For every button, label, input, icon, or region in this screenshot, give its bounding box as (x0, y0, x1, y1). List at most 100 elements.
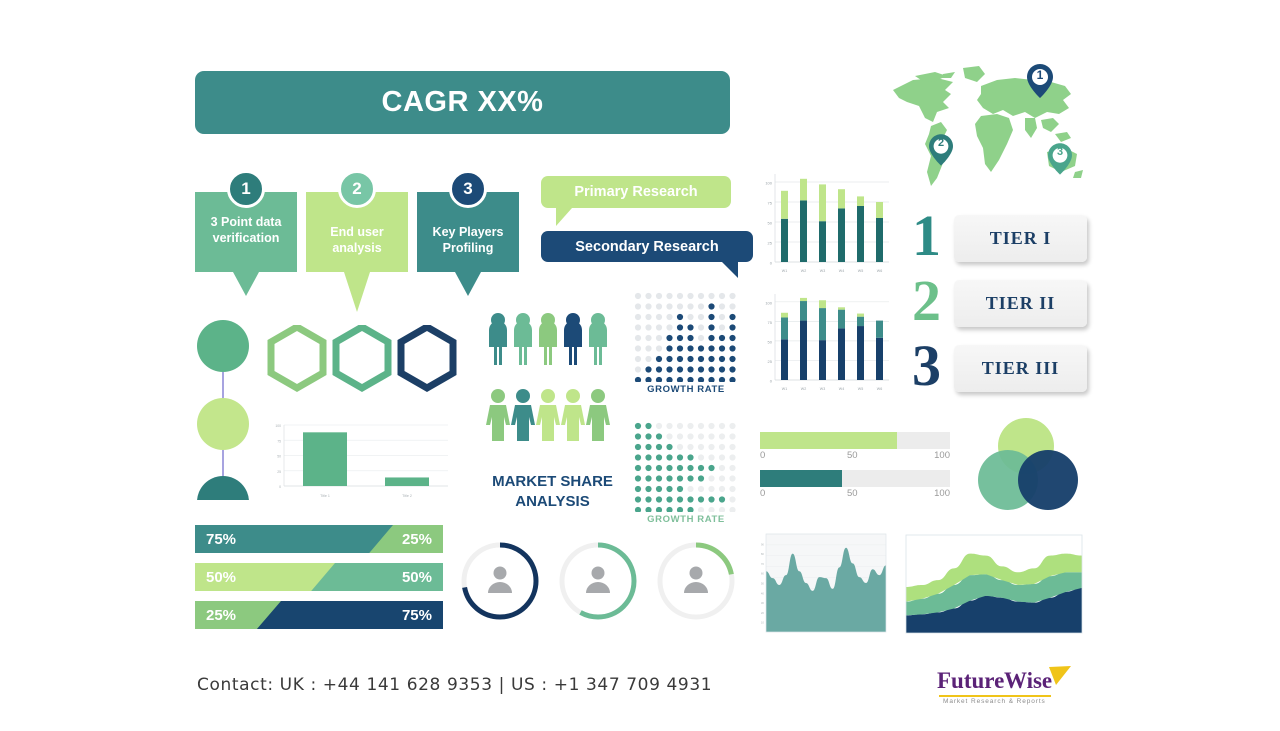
matrix-dot (634, 345, 642, 352)
y-tick-label: 40 (761, 591, 765, 595)
gauge-1: 0 50 100 (760, 432, 950, 464)
step-card-1: 1 3 Point data verification (195, 170, 297, 296)
matrix-dot (687, 496, 694, 503)
matrix-dot (666, 345, 673, 352)
y-tick-label: 0 (279, 485, 281, 489)
gauge-2-tick-50: 50 (847, 488, 858, 499)
step-badge-2-number: 2 (352, 179, 362, 198)
x-tick-label: W2 (801, 269, 806, 273)
bar-segment (819, 300, 826, 309)
percent-bar-row-2: 50% 50% (195, 563, 443, 591)
contact-line: Contact: UK : +44 141 628 9353 | US : +1… (197, 675, 713, 695)
matrix-dot (666, 475, 673, 482)
step-badge-3-number: 3 (463, 179, 473, 198)
matrix-dot (645, 443, 652, 451)
tier-row-1[interactable]: 1 TIER I (912, 207, 1087, 265)
x-tick-label: W4 (839, 269, 844, 273)
matrix-dot (697, 345, 705, 352)
tier-3-label: TIER III (981, 358, 1060, 378)
tier-3-plate: TIER III (954, 345, 1087, 392)
growth-rate-matrix-blue: GROWTH RATE (632, 290, 740, 400)
percent-bar-2-right-value: 50% (401, 568, 432, 586)
map-marker-1[interactable]: 1 (1027, 64, 1053, 103)
person-icon (514, 313, 532, 365)
gauge-1-fill (760, 432, 897, 449)
map-marker-2[interactable]: 2 (929, 134, 953, 171)
tier-row-2[interactable]: 2 TIER II (912, 272, 1087, 330)
matrix-dot (666, 485, 673, 493)
area-layer (906, 553, 1082, 602)
tier-row-3[interactable]: 3 TIER III (912, 337, 1087, 395)
matrix-dot (655, 366, 663, 373)
y-tick-label: 25 (768, 359, 773, 364)
x-tick-label: W5 (858, 269, 863, 273)
matrix-dot (676, 433, 684, 440)
matrix-dot (655, 376, 663, 384)
person-icon (589, 313, 607, 365)
person-icon (511, 389, 535, 441)
matrix-dot (729, 506, 736, 514)
matrix-dot (729, 313, 736, 321)
matrix-dot (666, 313, 673, 321)
matrix-dot (708, 376, 715, 384)
matrix-dot (697, 303, 705, 310)
matrix-dot (718, 464, 726, 472)
hexagon-1 (267, 322, 327, 393)
donut-arc (461, 542, 539, 620)
matrix-dot (645, 376, 652, 384)
logo-text-future: Future (937, 668, 1005, 693)
matrix-dot (676, 496, 684, 503)
matrix-dot (676, 485, 684, 493)
bar-segment (781, 190, 788, 219)
bar-segment (800, 297, 807, 302)
matrix-dot (666, 422, 673, 430)
matrix-dot (666, 376, 673, 384)
matrix-dot (634, 464, 642, 472)
stacked-bar-chart-bottom: 0 25 50 75 100 W1 W2 W3 W4 W5 W6 (753, 288, 895, 398)
matrix-dot (634, 506, 642, 514)
matrix-dot (645, 345, 652, 352)
matrix-dot (666, 496, 673, 503)
percent-bar-2-left: 50% (195, 563, 335, 591)
logo-text-wise: Wise (1004, 668, 1053, 693)
matrix-dot (697, 422, 705, 430)
x-tick-label: Title 1 (320, 494, 330, 498)
matrix-dot (676, 303, 684, 310)
bar-segment (781, 312, 788, 318)
bar-segment (876, 218, 883, 262)
y-tick-label: 50 (277, 455, 281, 459)
matrix-dot (645, 422, 652, 430)
bar (303, 432, 347, 486)
matrix-dot (718, 454, 726, 461)
matrix-dot (708, 366, 715, 373)
matrix-dot (697, 324, 705, 331)
y-tick-label: 90 (761, 542, 765, 546)
matrix-dot (645, 506, 652, 514)
matrix-dot (645, 464, 652, 472)
matrix-dot (645, 334, 652, 342)
matrix-dot (687, 334, 694, 342)
donut-arc (657, 542, 735, 620)
matrix-dot (676, 366, 684, 373)
matrix-dot (634, 454, 642, 461)
matrix-dot (729, 422, 736, 430)
matrix-dot (634, 303, 642, 310)
map-marker-3[interactable]: 3 (1048, 143, 1072, 180)
matrix-dot (676, 355, 684, 363)
logo-underline (939, 695, 1051, 697)
matrix-dot (655, 506, 663, 514)
donut-gauge-group (455, 535, 745, 631)
matrix-dot (645, 355, 652, 363)
matrix-dot (718, 496, 726, 503)
matrix-dot (666, 334, 673, 342)
person-icon (684, 566, 708, 593)
percent-bar-3-left-value: 25% (206, 606, 237, 624)
gauge-1-tick-50: 50 (847, 450, 858, 461)
matrix-dot (697, 366, 705, 373)
x-tick-label: W2 (801, 387, 806, 391)
gauge-2-track (760, 470, 950, 487)
matrix-dot (676, 443, 684, 451)
futurewise-logo[interactable]: Future Wise Market Research & Reports (925, 666, 1075, 712)
matrix-dot (718, 376, 726, 384)
matrix-dot (687, 454, 694, 461)
